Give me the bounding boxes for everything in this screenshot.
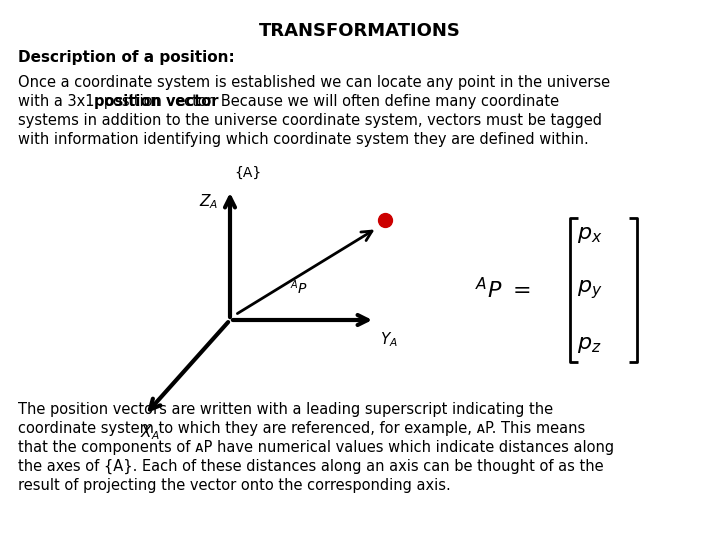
Text: result of projecting the vector onto the corresponding axis.: result of projecting the vector onto the… bbox=[18, 478, 451, 493]
Text: Once a coordinate system is established we can locate any point in the universe: Once a coordinate system is established … bbox=[18, 75, 610, 90]
Text: $X_A$: $X_A$ bbox=[140, 423, 160, 442]
Text: {A}: {A} bbox=[235, 166, 261, 180]
Text: $p_z$: $p_z$ bbox=[577, 335, 602, 355]
Text: Description of a position:: Description of a position: bbox=[18, 50, 235, 65]
Text: $^AP$: $^AP$ bbox=[290, 278, 308, 296]
Text: position vector: position vector bbox=[94, 94, 218, 109]
Text: $Z_A$: $Z_A$ bbox=[199, 193, 218, 211]
Text: coordinate system to which they are referenced, for example, ᴀP. This means: coordinate system to which they are refe… bbox=[18, 421, 585, 436]
Text: $p_y$: $p_y$ bbox=[577, 279, 603, 301]
Text: $p_x$: $p_x$ bbox=[577, 225, 603, 245]
Text: TRANSFORMATIONS: TRANSFORMATIONS bbox=[259, 22, 461, 40]
Text: $^AP\ =$: $^AP\ =$ bbox=[475, 278, 531, 302]
Text: The position vectors are written with a leading superscript indicating the: The position vectors are written with a … bbox=[18, 402, 553, 417]
Text: with information identifying which coordinate system they are defined within.: with information identifying which coord… bbox=[18, 132, 589, 147]
Text: with a 3x1  position vector. Because we will often define many coordinate: with a 3x1 position vector. Because we w… bbox=[18, 94, 559, 109]
Text: the axes of {A}. Each of these distances along an axis can be thought of as the: the axes of {A}. Each of these distances… bbox=[18, 459, 603, 474]
Text: $Y_A$: $Y_A$ bbox=[380, 330, 398, 349]
Text: that the components of ᴀP have numerical values which indicate distances along: that the components of ᴀP have numerical… bbox=[18, 440, 614, 455]
Text: systems in addition to the universe coordinate system, vectors must be tagged: systems in addition to the universe coor… bbox=[18, 113, 602, 128]
